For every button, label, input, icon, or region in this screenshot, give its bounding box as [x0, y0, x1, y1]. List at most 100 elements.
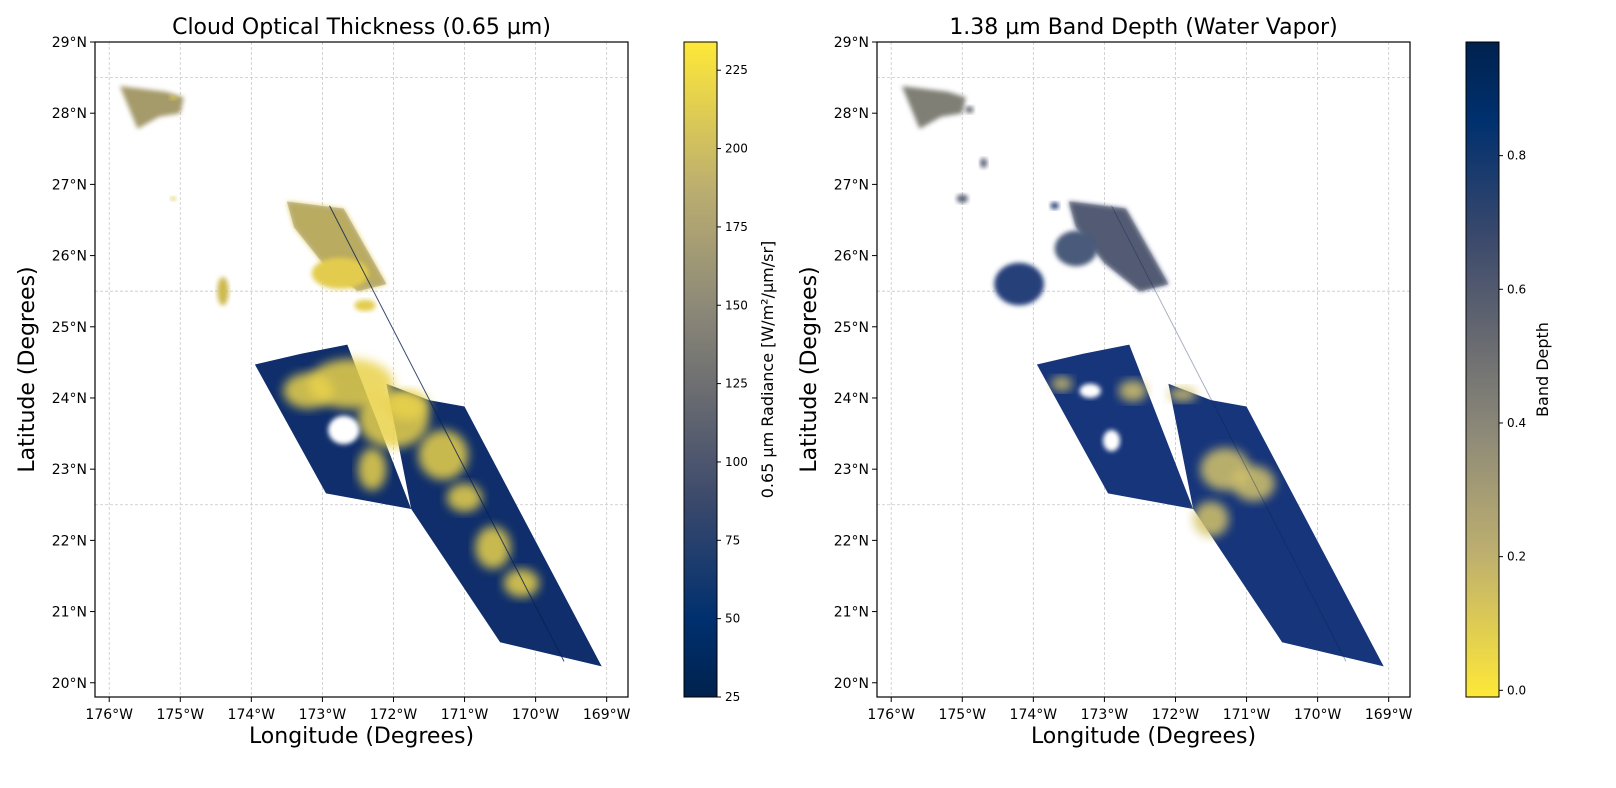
data-gap [1079, 383, 1101, 398]
y-tick-label: 24°N [52, 391, 87, 407]
cloud-blob [1232, 465, 1275, 502]
cloud-blob [503, 568, 540, 598]
swath-upper-shade [1068, 201, 1169, 292]
x-tick-label: 171°W [441, 707, 489, 723]
cloud-blob [1168, 387, 1197, 402]
y-tick-label: 28°N [52, 106, 87, 122]
cloud-fragment [965, 106, 974, 114]
colorbar-tick-label: 100 [725, 455, 748, 469]
x-tick-label: 172°W [370, 707, 418, 723]
cloud-fragment [956, 194, 968, 203]
data-gap [328, 415, 360, 445]
x-tick-label: 176°W [85, 707, 133, 723]
x-tick-label: 172°W [1152, 707, 1200, 723]
colorbar-label: 0.65 µm Radiance [W/m²/µm/sr] [758, 241, 777, 499]
y-tick-label: 27°N [52, 177, 87, 193]
colorbar: 0.0 0.2 0.4 0.6 0.8 Band Depth [1465, 41, 1552, 698]
y-tick-label: 25°N [52, 320, 87, 336]
y-tick-label: 20°N [834, 676, 869, 692]
colorbar-tick-label: 225 [725, 63, 748, 77]
cloud-blob [283, 373, 334, 409]
cloud-fragment [980, 158, 988, 169]
colorbar-tick-label: 200 [725, 142, 748, 156]
colorbar-tick-label: 125 [725, 377, 748, 391]
colorbar-tick-label: 0.6 [1507, 282, 1526, 296]
x-axis-label: Longitude (Degrees) [249, 724, 474, 749]
colorbar-tick-label: 25 [725, 690, 740, 704]
colorbar-tick-label: 0.2 [1507, 550, 1526, 564]
cloud-blob [386, 390, 430, 420]
y-tick-label: 20°N [52, 676, 87, 692]
y-tick-label: 22°N [52, 533, 87, 549]
cloud-blob [357, 447, 387, 491]
x-tick-label: 176°W [867, 707, 915, 723]
y-axis-label: Latitude (Degrees) [15, 266, 40, 472]
y-tick-label: 26°N [834, 249, 869, 265]
colorbar-tick-label: 0.0 [1507, 683, 1526, 697]
y-tick-label: 28°N [834, 106, 869, 122]
cloud-blob [475, 526, 511, 569]
chart-title: 1.38 µm Band Depth (Water Vapor) [949, 15, 1337, 40]
cloud-blob [418, 430, 469, 480]
y-tick-label: 29°N [52, 35, 87, 51]
data-gap [1143, 363, 1165, 376]
swath-imagery [119, 86, 602, 667]
y-tick-label: 23°N [834, 462, 869, 478]
y-tick-label: 21°N [834, 605, 869, 621]
x-tick-label: 173°W [1081, 707, 1129, 723]
x-tick-label: 169°W [1365, 707, 1413, 723]
band-depth-panel: 1.38 µm Band Depth (Water Vapor) 176°W 175… [797, 15, 1552, 749]
y-tick-label: 22°N [834, 533, 869, 549]
colorbar-label: Band Depth [1533, 322, 1552, 417]
colorbar-tick-label: 75 [725, 533, 740, 547]
colorbar-tick-label: 50 [725, 612, 740, 626]
colorbar-gradient [683, 41, 718, 698]
colorbar-tick-label: 150 [725, 298, 748, 312]
swath-imagery [901, 86, 1384, 667]
y-tick-label: 27°N [834, 177, 869, 193]
swath-seam [1111, 205, 1347, 662]
y-tick-label: 26°N [52, 249, 87, 265]
chart-title: Cloud Optical Thickness (0.65 µm) [172, 15, 551, 40]
cloud-optical-thickness-panel: Cloud Optical Thickness (0.65 µm) 176°W 17… [15, 15, 777, 749]
y-axis-label: Latitude (Degrees) [797, 266, 822, 472]
x-tick-label: 174°W [1010, 707, 1058, 723]
x-tick-label: 170°W [512, 707, 560, 723]
x-axis-label: Longitude (Degrees) [1031, 724, 1256, 749]
y-tick-label: 29°N [834, 35, 869, 51]
x-tick-label: 175°W [938, 707, 986, 723]
colorbar-gradient [1465, 41, 1500, 698]
y-tick-label: 24°N [834, 391, 869, 407]
cloud-fragment [170, 196, 177, 201]
cloud-fragment [994, 262, 1045, 306]
x-tick-label: 169°W [583, 707, 631, 723]
axes-frame [876, 41, 1411, 698]
colorbar-tick-label: 0.4 [1507, 416, 1526, 430]
swath-northwest [119, 86, 184, 129]
x-tick-label: 174°W [228, 707, 276, 723]
x-tick-label: 170°W [1294, 707, 1342, 723]
cloud-fragment [1054, 230, 1098, 267]
cloud-blob [1193, 501, 1229, 537]
swath-upper [1068, 201, 1169, 292]
cloud-fragment [311, 257, 369, 290]
cloud-fragment [217, 276, 229, 306]
colorbar: 25 50 75 100 125 150 175 200 225 0.65 µm Radiance… [683, 41, 777, 704]
y-tick-label: 23°N [52, 462, 87, 478]
x-tick-label: 173°W [299, 707, 347, 723]
colorbar-tick-label: 0.8 [1507, 149, 1526, 163]
y-tick-label: 25°N [834, 320, 869, 336]
y-tick-label: 21°N [52, 605, 87, 621]
cloud-blob [1051, 376, 1073, 391]
cloud-blob [446, 483, 483, 512]
cloud-blob [1118, 380, 1148, 402]
data-gap [1102, 430, 1121, 452]
x-tick-label: 175°W [156, 707, 204, 723]
swath-northwest [901, 86, 966, 129]
swath-seam [329, 205, 565, 662]
cloud-fragment [1050, 202, 1059, 210]
cloud-fragment [169, 95, 177, 100]
x-tick-label: 171°W [1223, 707, 1271, 723]
swath-north [1036, 344, 1194, 509]
colorbar-tick-label: 175 [725, 220, 748, 234]
